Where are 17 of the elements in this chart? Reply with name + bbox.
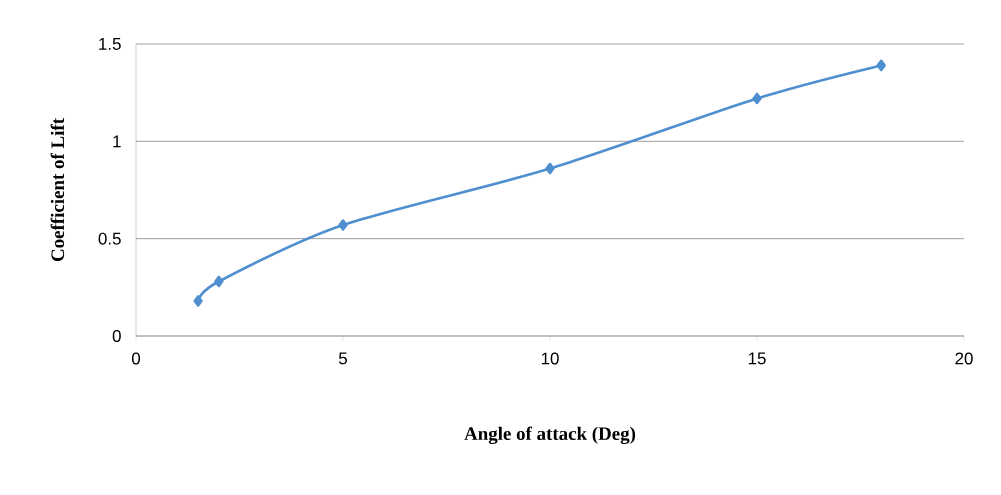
point [193,295,203,307]
x-tick-label: 10 [541,352,559,365]
point [545,162,555,175]
x-tick-label: 20 [955,352,973,365]
x-tick-label: 0 [131,352,141,365]
point [214,275,224,288]
x-tick-label: 5 [338,352,347,365]
point [876,59,886,72]
x-axis-title: Angle of attack (Deg) [464,426,636,445]
y-tick-label: 1 [113,135,121,148]
y-tick-label: 0.5 [98,232,121,245]
point [338,219,348,231]
y-tick-label: 0 [112,329,121,342]
x-tick-label: 15 [748,352,766,365]
y-tick-label: 1.5 [99,38,121,50]
point [752,92,762,105]
y-axis-title: Coefficient of Lift [50,118,65,262]
